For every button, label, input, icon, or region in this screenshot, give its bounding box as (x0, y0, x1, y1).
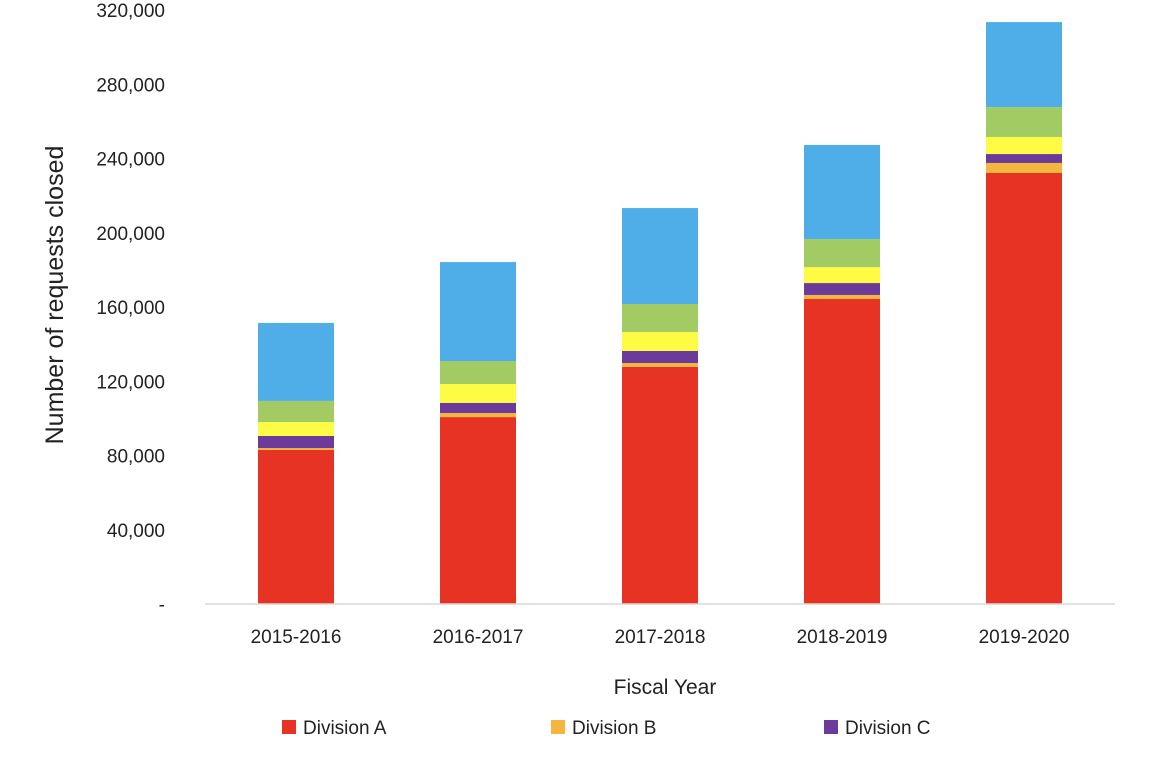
bar-segment-2-5 (622, 208, 698, 305)
bar-segment-1-3 (440, 384, 516, 403)
x-tick-label: 2016-2017 (433, 627, 524, 648)
x-tick-label: 2019-2020 (979, 627, 1070, 648)
bar-segment-0-1 (258, 448, 334, 450)
bar-segment-3-4 (804, 239, 880, 268)
y-axis-ticks: - 40,000 80,000 120,000 160,000 200,000 240,00… (96, 1, 165, 616)
bar-segment-1-0 (440, 417, 516, 604)
bar-segment-0-0 (258, 449, 334, 604)
bar-segment-3-1 (804, 294, 880, 300)
legend-label: Division B (572, 718, 656, 739)
bar-segment-3-2 (804, 283, 880, 295)
bar-segment-3-0 (804, 299, 880, 604)
bar-segment-0-4 (258, 400, 334, 423)
bar-segment-2-4 (622, 304, 698, 333)
legend-swatch (551, 720, 565, 734)
y-tick-label: 120,000 (96, 372, 165, 393)
y-axis-title: Number of requests closed (41, 146, 69, 445)
x-tick-label: 2015-2016 (251, 627, 342, 648)
bar-segment-0-2 (258, 436, 334, 449)
bar-segment-4-3 (986, 136, 1062, 155)
bar-segment-0-5 (258, 322, 334, 401)
bar-segment-4-1 (986, 162, 1062, 173)
x-axis-title: Fiscal Year (614, 676, 717, 699)
y-tick-label: 40,000 (107, 521, 165, 542)
y-tick-label: 160,000 (96, 298, 165, 319)
y-tick-label: 320,000 (96, 1, 165, 22)
bars (258, 22, 1062, 604)
x-axis-ticks: 2015-2016 2016-2017 2017-2018 2018-2019 2019… (251, 627, 1070, 648)
x-tick-label: 2018-2019 (797, 627, 888, 648)
bar-segment-3-5 (804, 144, 880, 240)
y-tick-label: 200,000 (96, 224, 165, 245)
bar-segment-2-0 (622, 366, 698, 604)
legend-swatch (282, 720, 296, 734)
y-tick-label: - (159, 595, 165, 616)
bar-segment-4-5 (986, 22, 1062, 108)
bar-segment-0-3 (258, 422, 334, 437)
bar-segment-1-5 (440, 262, 516, 362)
legend: Division A Division B Division C (282, 718, 931, 739)
bar-segment-1-2 (440, 402, 516, 413)
y-tick-label: 240,000 (96, 150, 165, 171)
y-tick-label: 80,000 (107, 447, 165, 468)
legend-label: Division A (303, 718, 387, 739)
legend-label: Division C (845, 718, 931, 739)
y-tick-label: 280,000 (96, 75, 165, 96)
bar-segment-4-2 (986, 154, 1062, 163)
bar-segment-2-1 (622, 363, 698, 367)
bar-segment-3-3 (804, 267, 880, 284)
bar-segment-2-3 (622, 332, 698, 351)
legend-swatch (824, 720, 838, 734)
bar-segment-2-2 (622, 350, 698, 364)
bar-segment-1-4 (440, 361, 516, 385)
bar-segment-4-0 (986, 172, 1062, 604)
bar-segment-4-4 (986, 107, 1062, 137)
x-tick-label: 2017-2018 (615, 627, 706, 648)
bar-segment-1-1 (440, 412, 516, 418)
